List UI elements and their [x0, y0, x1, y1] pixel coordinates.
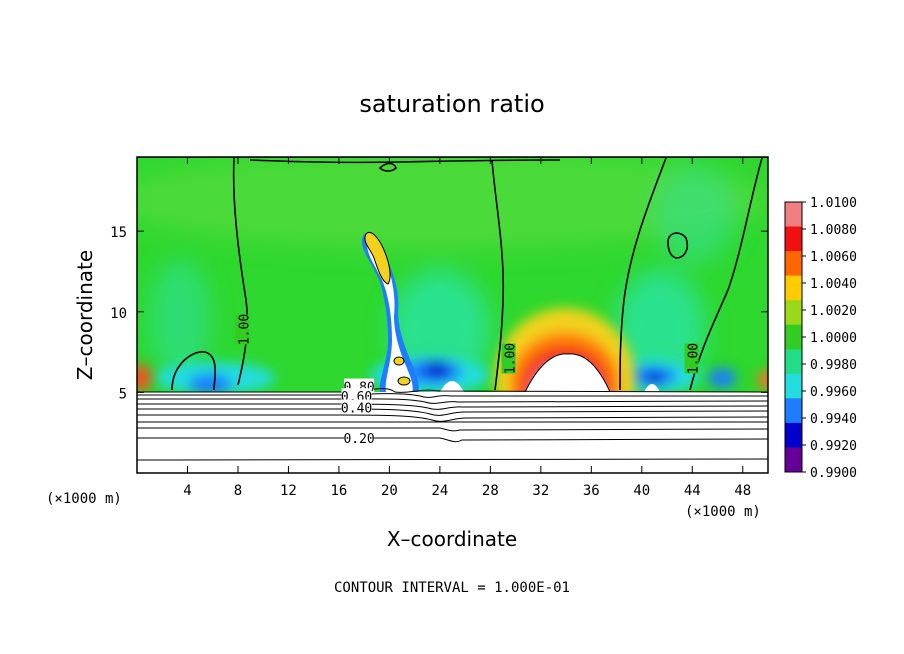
plume-white-core: [367, 238, 413, 392]
colorbar-label: 1.0060: [810, 250, 857, 265]
x-tick-label: 32: [532, 483, 549, 499]
pocket-core-white-right: [644, 384, 660, 392]
plume-yellow-mid: [393, 356, 405, 366]
x-axis: 4 8 12 16 20 24 28 32 36 40 44 48: [183, 157, 751, 499]
contour-label-text: 1.00: [237, 314, 252, 345]
colorbar-swatch: [785, 300, 802, 326]
x-unit-label-right: (×1000 m): [685, 504, 761, 520]
x-tick-label: 36: [583, 483, 600, 499]
colorbar-label: 1.0100: [810, 196, 857, 211]
field-cyan-left: [150, 260, 210, 380]
colorbar-swatch: [785, 447, 802, 473]
colorbar-swatch: [785, 398, 802, 424]
contour-label-bg: [684, 343, 699, 374]
contour-label: 0.20: [343, 430, 375, 447]
plume-yellow-top: [364, 231, 391, 285]
pocket-core-white: [440, 381, 464, 392]
y-tick-label: 5: [119, 386, 127, 402]
colorbar-label: 0.9960: [810, 385, 857, 400]
colorbar-label: 0.9920: [810, 439, 857, 454]
colorbar-swatch: [785, 349, 802, 375]
x-axis-label: X–coordinate: [387, 527, 517, 551]
blue-pocket-left: [188, 374, 232, 394]
contour-label-text: 1.00: [687, 343, 702, 374]
contour-interval-note: CONTOUR INTERVAL = 1.000E-01: [334, 580, 570, 596]
x-tick-label: 44: [684, 483, 701, 499]
contour-label-bg: [341, 399, 372, 414]
plume-yellow-base: [397, 376, 411, 386]
x-tick-label: 12: [280, 483, 297, 499]
colorbar-swatch: [785, 275, 802, 301]
colorbar-swatch: [785, 251, 802, 277]
contour-label: 1.00: [235, 314, 252, 345]
y-axis-label: Z–coordinate: [73, 250, 97, 380]
contour-label-text: 0.20: [343, 432, 374, 447]
contour-label-text: 0.40: [341, 402, 372, 417]
x-tick-label: 28: [482, 483, 499, 499]
colorbar-label: 0.9940: [810, 412, 857, 427]
colorbar-swatch: [785, 422, 802, 448]
colorbar-swatch: [785, 226, 802, 252]
x-tick-label: 8: [234, 483, 242, 499]
contour-label-bg: [344, 430, 375, 445]
contour-label: 0.40: [341, 399, 372, 417]
colorbar-swatch: [785, 202, 802, 228]
x-unit-label-left: (×1000 m): [46, 491, 122, 507]
field-cyan-right: [615, 270, 705, 390]
y-tick-label: 15: [110, 225, 127, 241]
x-tick-label: 4: [183, 483, 191, 499]
contour-label-bg: [235, 314, 250, 345]
colorbar-label: 1.0040: [810, 277, 857, 292]
colorbar-swatch: [785, 373, 802, 399]
contour-lines-1.00: [137, 157, 768, 391]
colorbar-swatch: [785, 324, 802, 350]
colorbar: 1.0100 1.0080 1.0060 1.0040 1.0020 1.0000 0.99…: [784, 196, 857, 481]
plot-frame: [136, 156, 769, 474]
edge-left-red: [137, 364, 151, 392]
contour-label-text: 1.00: [504, 343, 519, 374]
contour-label-bg: [341, 388, 372, 403]
contour-labels: 1.001.00 1.000.800.600.400.20: [235, 314, 702, 447]
navy-pocket-right: [645, 372, 665, 384]
contour-label: 1.00: [684, 343, 702, 374]
y-axis: 5 10 15: [110, 225, 768, 402]
contour-label: 1.00: [501, 343, 519, 374]
colorbar-label: 0.9900: [810, 466, 857, 481]
dome-edge: [524, 353, 611, 393]
x-tick-label: 48: [734, 483, 751, 499]
colorbar-label: 0.9980: [810, 358, 857, 373]
y-tick-label: 10: [110, 306, 127, 322]
x-tick-label: 16: [330, 483, 347, 499]
plot-area: [137, 157, 768, 473]
dome-core-white: [525, 353, 610, 392]
field-cyan-topright: [655, 165, 735, 265]
x-tick-label: 24: [431, 483, 448, 499]
x-tick-label: 40: [633, 483, 650, 499]
colorbar-label: 1.0000: [810, 331, 857, 346]
blue-pocket-far-right: [708, 368, 736, 388]
colorbar-label: 1.0080: [810, 223, 857, 238]
navy-pocket-mid: [424, 362, 450, 378]
edge-right-red: [758, 370, 768, 390]
chart-title: saturation ratio: [359, 90, 544, 118]
contour-label-bg: [501, 343, 516, 374]
field-upper-light: [137, 157, 768, 250]
x-tick-label: 20: [381, 483, 398, 499]
colorbar-label: 1.0020: [810, 304, 857, 319]
